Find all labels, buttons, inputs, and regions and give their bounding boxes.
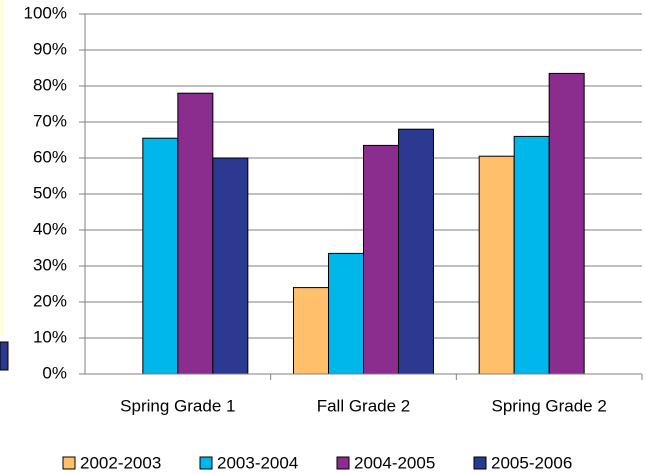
- legend-label: 2002-2003: [80, 453, 161, 472]
- bar: [142, 137, 179, 375]
- y-tick-label: 30%: [33, 255, 67, 274]
- y-tick-label: 50%: [33, 183, 67, 202]
- legend-label: 2003-2004: [217, 453, 298, 472]
- bar: [363, 144, 399, 375]
- legend-swatch: [62, 456, 76, 470]
- legend-swatch: [199, 456, 213, 470]
- bar: [513, 135, 550, 375]
- bar: [293, 287, 329, 375]
- y-tick-label: 70%: [33, 111, 67, 130]
- cropped-swatch: [0, 341, 9, 371]
- x-tick-label: Spring Grade 2: [492, 396, 607, 415]
- y-tick-label: 20%: [33, 291, 67, 310]
- y-tick-label: 60%: [33, 147, 67, 166]
- y-tick-label: 0%: [42, 363, 67, 382]
- bar: [328, 252, 364, 375]
- x-tick-label: Fall Grade 2: [317, 396, 411, 415]
- y-tick-label: 10%: [33, 327, 67, 346]
- legend-swatch: [336, 456, 350, 470]
- bar: [478, 155, 515, 375]
- y-tick-label: 90%: [33, 39, 67, 58]
- x-tick-label: Spring Grade 1: [120, 396, 235, 415]
- legend-label: 2005-2006: [491, 453, 572, 472]
- legend-label: 2004-2005: [354, 453, 435, 472]
- bar: [212, 157, 249, 375]
- y-tick-label: 40%: [33, 219, 67, 238]
- legend-swatch: [473, 456, 487, 470]
- y-tick-label: 100%: [24, 3, 67, 22]
- y-tick-label: 80%: [33, 75, 67, 94]
- bar: [177, 92, 214, 375]
- bar: [398, 128, 434, 375]
- bar: [548, 72, 585, 375]
- cropped-panel: [0, 0, 4, 336]
